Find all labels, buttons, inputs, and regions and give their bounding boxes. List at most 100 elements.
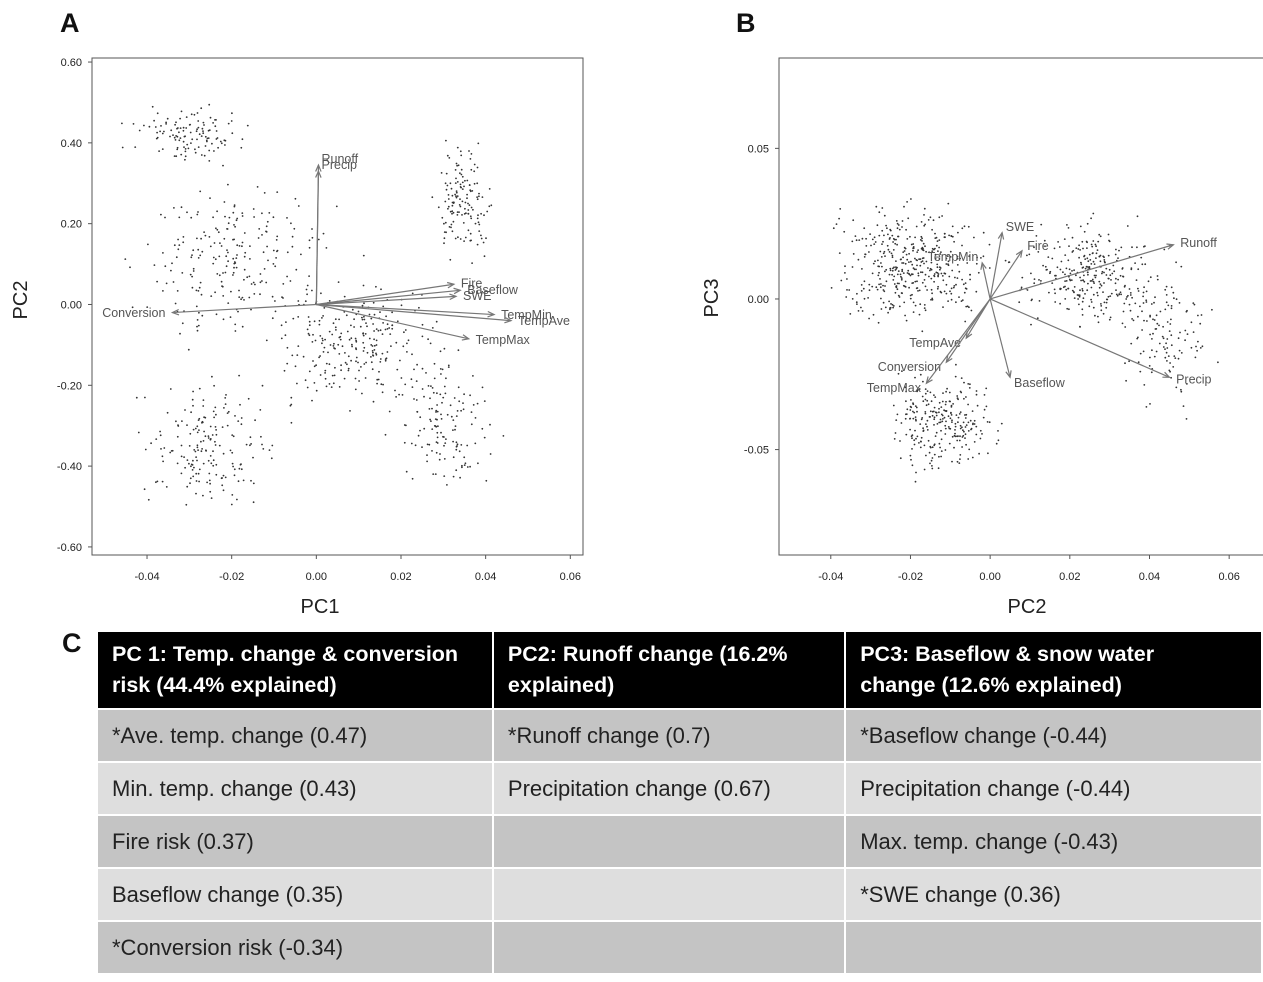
scatter-point — [1028, 253, 1031, 256]
scatter-point — [173, 136, 176, 139]
scatter-point — [476, 166, 479, 169]
scatter-point — [124, 258, 127, 260]
vector-arrowhead — [170, 308, 180, 316]
scatter-point — [1165, 285, 1168, 288]
scatter-point — [445, 188, 448, 191]
scatter-point — [879, 278, 881, 280]
scatter-point — [908, 261, 910, 263]
y-tick-label: -0.60 — [57, 542, 82, 554]
scatter-point — [988, 243, 991, 246]
scatter-point — [944, 449, 947, 451]
scatter-point — [380, 383, 383, 386]
scatter-point — [270, 457, 273, 460]
scatter-point — [166, 411, 169, 414]
scatter-point — [233, 266, 235, 269]
scatter-point — [300, 253, 302, 256]
scatter-point — [875, 205, 878, 208]
scatter-point — [1143, 286, 1145, 289]
scatter-point — [161, 132, 164, 135]
scatter-point — [1136, 337, 1139, 340]
scatter-point — [169, 388, 172, 390]
scatter-point — [1051, 282, 1054, 284]
x-tick-label: 0.04 — [475, 571, 496, 583]
scatter-point — [469, 189, 472, 192]
scatter-point — [238, 296, 241, 298]
scatter-point — [284, 334, 287, 337]
scatter-point — [964, 282, 967, 284]
scatter-point — [963, 430, 965, 433]
scatter-point — [1084, 258, 1087, 260]
scatter-point — [440, 418, 443, 420]
scatter-point — [202, 130, 204, 133]
y-tick-label: 0.00 — [748, 294, 769, 306]
scatter-point — [339, 338, 342, 341]
scatter-point — [874, 241, 877, 243]
scatter-point — [183, 456, 186, 458]
scatter-point — [1099, 235, 1102, 238]
scatter-point — [950, 287, 953, 290]
scatter-point — [941, 275, 944, 277]
scatter-point — [1128, 303, 1131, 306]
scatter-point — [232, 257, 235, 260]
scatter-point — [165, 123, 168, 125]
scatter-point — [259, 293, 261, 296]
scatter-point — [462, 408, 465, 411]
scatter-point — [502, 435, 505, 437]
scatter-point — [959, 427, 962, 430]
scatter-point — [405, 470, 408, 473]
scatter-point — [895, 238, 897, 241]
scatter-point — [291, 245, 294, 248]
scatter-point — [401, 394, 404, 396]
scatter-point — [1083, 230, 1086, 233]
scatter-point — [981, 433, 983, 435]
scatter-point — [275, 257, 277, 259]
scatter-point — [191, 469, 194, 471]
vector-arrowhead — [453, 287, 462, 295]
scatter-point — [468, 150, 470, 152]
scatter-point — [1137, 361, 1140, 364]
scatter-point — [283, 369, 286, 372]
scatter-point — [478, 230, 481, 233]
scatter-point — [1026, 289, 1029, 291]
scatter-point — [1193, 303, 1196, 306]
scatter-point — [184, 466, 187, 469]
scatter-point — [1066, 307, 1069, 310]
scatter-point — [320, 292, 322, 295]
scatter-point — [204, 145, 207, 147]
scatter-point — [904, 247, 907, 250]
scatter-point — [959, 411, 962, 413]
scatter-point — [954, 276, 956, 279]
scatter-point — [308, 320, 311, 323]
scatter-point — [1115, 248, 1117, 251]
scatter-point — [382, 322, 384, 324]
scatter-point — [914, 257, 916, 260]
scatter-point — [481, 386, 484, 389]
scatter-point — [189, 432, 192, 435]
scatter-point — [143, 124, 145, 127]
scatter-point — [458, 211, 460, 214]
scatter-point — [938, 401, 941, 404]
scatter-point — [1064, 298, 1067, 300]
scatter-point — [944, 424, 947, 427]
scatter-point — [311, 341, 314, 343]
scatter-point — [476, 182, 479, 185]
scatter-point — [239, 463, 242, 466]
scatter-point — [1054, 274, 1056, 277]
scatter-point — [968, 387, 971, 389]
scatter-point — [238, 245, 241, 247]
scatter-point — [1079, 326, 1081, 328]
scatter-point — [967, 403, 969, 406]
scatter-point — [905, 228, 907, 231]
scatter-point — [888, 273, 891, 276]
scatter-point — [271, 317, 274, 320]
scatter-point — [350, 359, 352, 362]
scatter-point — [249, 245, 251, 248]
scatter-point — [209, 438, 212, 440]
scatter-point — [971, 456, 974, 459]
scatter-point — [865, 245, 868, 247]
scatter-point — [835, 223, 838, 226]
table-cell — [844, 920, 1263, 975]
scatter-point — [217, 146, 220, 149]
scatter-point — [315, 389, 318, 392]
scatter-point — [121, 146, 124, 149]
